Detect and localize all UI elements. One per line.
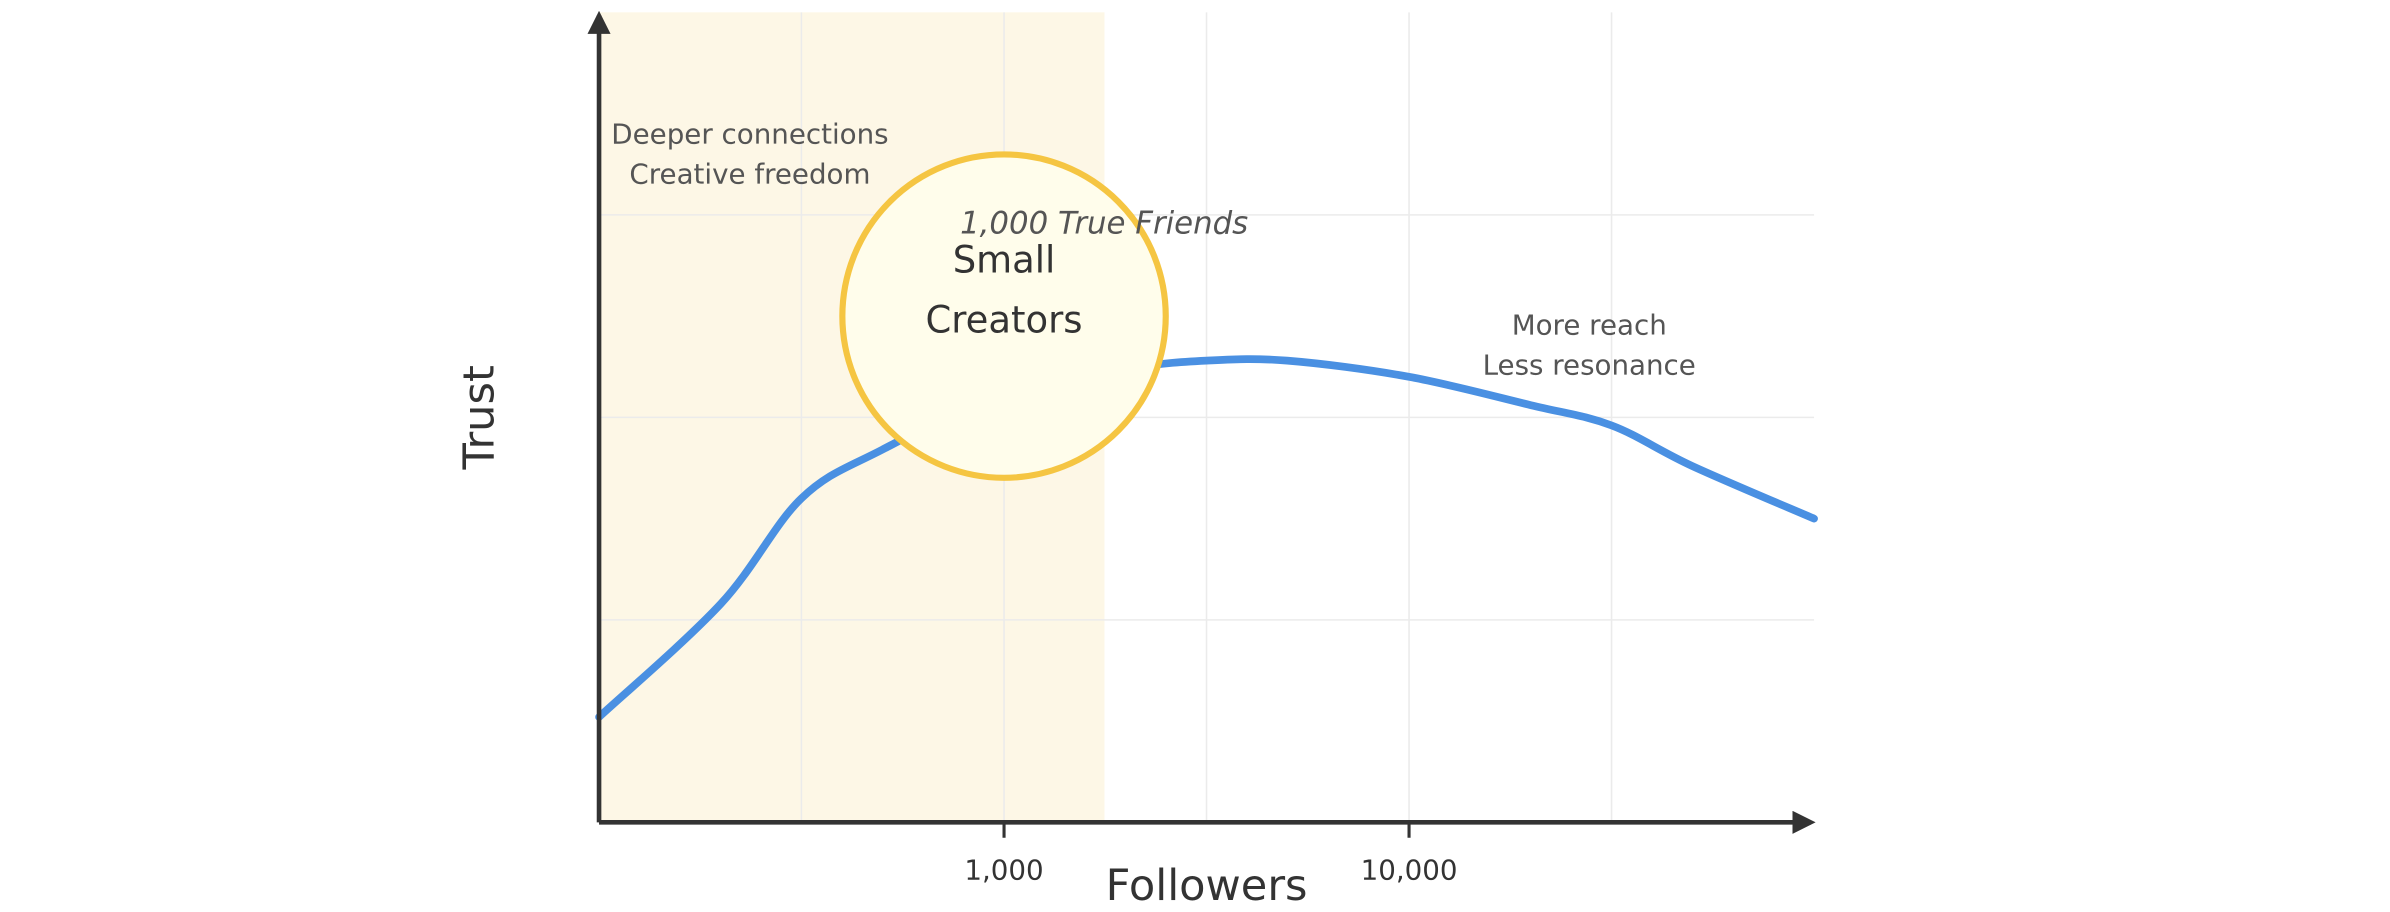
x-axis-label: Followers — [1106, 861, 1308, 911]
bubble — [839, 151, 1169, 481]
trust-curve — [595, 355, 1818, 721]
annotation: Less resonance — [1483, 349, 1696, 382]
annotation: Deeper connections — [611, 118, 888, 151]
x-tick-label: 1,000 — [964, 854, 1043, 887]
x-tick-label: 10,000 — [1361, 854, 1458, 887]
y-axis-label: Trust — [455, 365, 505, 470]
annotation: More reach — [1512, 308, 1667, 341]
annotation: 1,000 True Friends — [960, 205, 1248, 241]
bubble-label: Small — [953, 239, 1056, 282]
bubble-label: Creators — [926, 299, 1083, 342]
annotation: Creative freedom — [629, 158, 870, 191]
